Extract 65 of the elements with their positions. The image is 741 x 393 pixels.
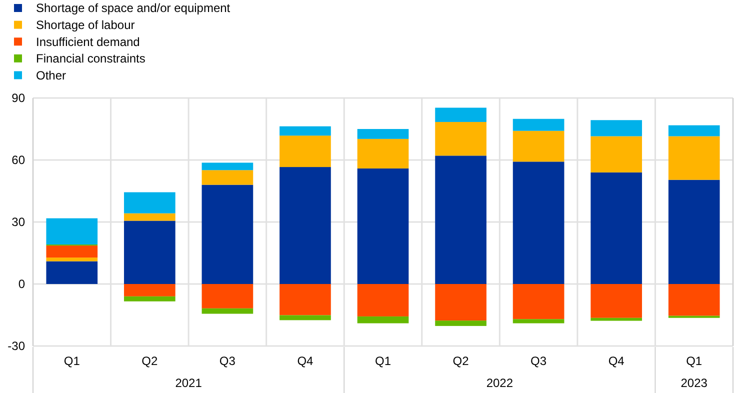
- x-tick-label: Q1: [686, 354, 702, 368]
- bar: [357, 316, 409, 324]
- bar: [435, 108, 486, 122]
- bar: [124, 284, 176, 296]
- bar: [280, 136, 331, 168]
- bar: [124, 220, 176, 284]
- bar: [435, 284, 486, 321]
- bar: [590, 284, 642, 318]
- bar: [280, 126, 331, 136]
- y-tick-label: 0: [18, 277, 26, 292]
- bar: [124, 296, 176, 302]
- legend-label: Insufficient demand: [36, 34, 140, 49]
- text: 2022: [486, 376, 514, 390]
- x-tick-label: Q3: [530, 354, 547, 368]
- bar: [280, 315, 331, 320]
- y-tick-label: 90: [12, 91, 26, 106]
- legend-label: Financial constraints: [36, 52, 146, 66]
- bar: [357, 138, 409, 168]
- bar: [202, 284, 254, 308]
- bar: [435, 122, 486, 156]
- bar: [668, 125, 720, 136]
- x-tick-label: Q1: [64, 354, 80, 368]
- y-tick-label: 60: [12, 153, 26, 168]
- x-tick-label: Q2: [142, 354, 158, 368]
- bar: [280, 284, 331, 316]
- text: 2023: [680, 376, 708, 390]
- bar: [668, 136, 720, 180]
- bar: [435, 320, 486, 326]
- bar: [668, 284, 720, 316]
- bar: [512, 284, 564, 320]
- bar: [124, 213, 176, 221]
- bar: [357, 129, 409, 139]
- bar: [590, 172, 642, 284]
- bar: [202, 170, 254, 185]
- bar: [202, 308, 254, 314]
- bar: [124, 192, 176, 214]
- bar: [46, 258, 98, 262]
- bar: [202, 184, 254, 284]
- bar: [512, 162, 564, 284]
- x-tick-label: Q1: [374, 354, 392, 368]
- bar: [590, 318, 642, 321]
- y-tick-label: -30: [8, 339, 26, 354]
- x-tick-label: Q4: [608, 354, 625, 368]
- legend-label: Shortage of space and/or equipment: [36, 1, 231, 16]
- x-tick-label: Q4: [297, 354, 314, 368]
- legend-label: Shortage of labour: [36, 18, 135, 32]
- bar: [46, 261, 98, 284]
- x-tick-label: Q3: [219, 354, 236, 368]
- bar: [668, 180, 720, 284]
- text: 2021: [175, 376, 202, 390]
- bar: [46, 218, 98, 245]
- bar: [202, 162, 254, 170]
- bar: [357, 168, 409, 284]
- bar: [512, 118, 564, 131]
- bar: [280, 167, 331, 284]
- bar: [357, 284, 409, 316]
- legend-label: Other: [36, 68, 66, 82]
- bar: [590, 136, 642, 172]
- y-tick-label: 30: [12, 215, 26, 230]
- bar: [435, 156, 486, 284]
- bar: [512, 130, 564, 162]
- bar: [590, 120, 642, 136]
- x-tick-label: Q2: [452, 354, 470, 368]
- bar: [46, 246, 98, 258]
- bar: [512, 319, 564, 324]
